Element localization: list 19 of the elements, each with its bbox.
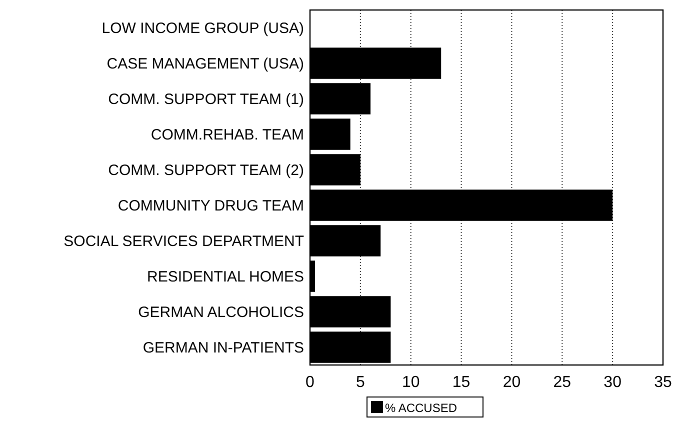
x-tick-label: 25: [553, 374, 572, 391]
y-tick-label: CASE MANAGEMENT (USA): [106, 56, 304, 72]
y-tick-label: GERMAN IN-PATIENTS: [142, 340, 304, 356]
y-tick-label: COMMUNITY DRUG TEAM: [118, 198, 304, 214]
x-tick-label: 10: [402, 374, 420, 391]
x-tick-label: 20: [502, 374, 521, 391]
y-tick-label: SOCIAL SERVICES DEPARTMENT: [64, 233, 304, 250]
x-tick-label: 0: [306, 374, 315, 391]
y-tick-label: COMM. SUPPORT TEAM (1): [108, 91, 304, 108]
x-tick-label: 35: [654, 374, 672, 391]
x-tick-label: 15: [452, 374, 470, 391]
legend-label: % ACCUSED: [385, 401, 458, 415]
y-tick-label: RESIDENTIAL HOMES: [147, 268, 304, 286]
x-tick-label: 30: [604, 374, 622, 391]
y-tick-label: GERMAN ALCOHOLICS: [138, 304, 304, 321]
y-tick-label: COMM.REHAB. TEAM: [150, 126, 304, 144]
y-tick-label: COMM. SUPPORT TEAM (2): [108, 162, 304, 179]
x-tick-label: 5: [356, 374, 365, 391]
y-tick-label: LOW INCOME GROUP (USA): [102, 20, 304, 37]
